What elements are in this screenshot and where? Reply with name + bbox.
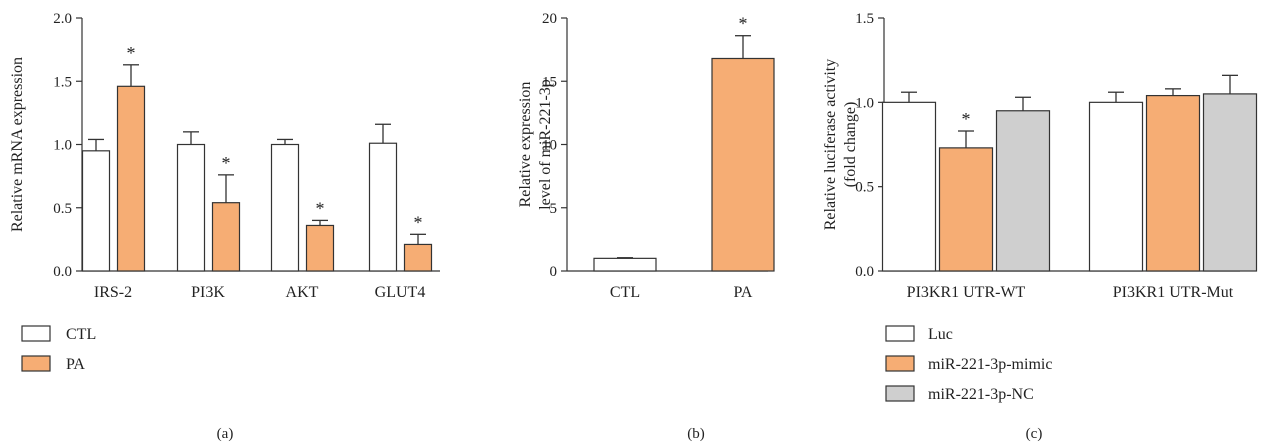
y-tick-label: 0 [550, 264, 558, 280]
y-axis-label: (fold change) [842, 102, 859, 188]
legend-label: PA [66, 356, 85, 373]
legend-label: Luc [928, 326, 953, 343]
bar-ctl [593, 257, 657, 272]
significance-marker: * [962, 109, 971, 129]
bar-luc [1088, 101, 1144, 272]
bar-luc [881, 101, 937, 272]
significance-marker: * [127, 43, 136, 63]
y-tick-label: 0.5 [855, 180, 874, 196]
y-tick-label: 10 [542, 138, 557, 154]
significance-marker: * [414, 212, 423, 232]
x-tick-label: AKT [286, 284, 319, 301]
bar-pa [116, 85, 146, 272]
y-tick-label: 15 [542, 74, 557, 90]
significance-marker: * [739, 14, 748, 34]
legend-swatch [21, 325, 51, 342]
y-axis-label: level of miR-221-3p [537, 79, 554, 210]
y-tick-label: 0.0 [855, 264, 874, 280]
y-axis-label: Relative expression [517, 82, 534, 208]
bar-mir-221-3p-mimic [1145, 94, 1201, 272]
x-tick-label: GLUT4 [375, 284, 426, 301]
panel-label: (b) [687, 426, 705, 442]
x-tick-label: IRS-2 [94, 284, 132, 301]
y-tick-label: 5 [550, 201, 558, 217]
bar-mir-221-3p-nc [995, 110, 1051, 272]
y-tick-label: 0.0 [53, 264, 72, 280]
legend-label: miR-221-3p-NC [928, 386, 1034, 403]
bar-ctl [176, 143, 206, 272]
legend-swatch [21, 355, 51, 372]
x-tick-label: PI3K [191, 284, 225, 301]
y-tick-label: 0.5 [53, 201, 72, 217]
panel-label: (a) [217, 426, 234, 442]
legend-swatch [885, 325, 915, 342]
legend-swatch [885, 385, 915, 402]
y-tick-label: 2.0 [53, 11, 72, 27]
bar-pa [305, 224, 335, 272]
y-tick-label: 20 [542, 11, 557, 27]
x-tick-label: PA [734, 284, 753, 301]
bar-pa [211, 202, 241, 272]
y-tick-label: 1.0 [855, 95, 874, 111]
y-tick-label: 1.5 [855, 11, 874, 27]
bar-pa [403, 243, 433, 272]
bar-mir-221-3p-mimic [938, 147, 994, 272]
panel-c-chart: 0.0 0.5 1.0 1.5 Relative luciferase activity… [822, 11, 1258, 442]
panel-a-chart: 0.0 0.5 1.0 1.5 2.0 Relative mRNA expression I… [9, 11, 440, 442]
x-tick-label: PI3KR1 UTR-Mut [1113, 284, 1234, 301]
legend-swatch [885, 355, 915, 372]
y-axis-label: Relative mRNA expression [9, 57, 26, 232]
x-tick-label: CTL [610, 284, 640, 301]
y-tick-label: 1.5 [53, 74, 72, 90]
bar-pa [711, 57, 775, 272]
bar-mir-221-3p-nc [1202, 93, 1258, 272]
legend-label: CTL [66, 326, 96, 343]
bar-ctl [368, 142, 398, 272]
significance-marker: * [316, 198, 325, 218]
significance-marker: * [222, 153, 231, 173]
legend-label: miR-221-3p-mimic [928, 356, 1052, 373]
bar-ctl [81, 150, 111, 272]
bar-ctl [270, 143, 300, 272]
panel-b-chart: 0 5 10 15 20 Relative expression level of miR-… [517, 11, 775, 442]
y-tick-label: 1.0 [53, 138, 72, 154]
x-tick-label: PI3KR1 UTR-WT [907, 284, 1026, 301]
y-axis-label: Relative luciferase activity [822, 59, 839, 230]
panel-label: (c) [1026, 426, 1043, 442]
